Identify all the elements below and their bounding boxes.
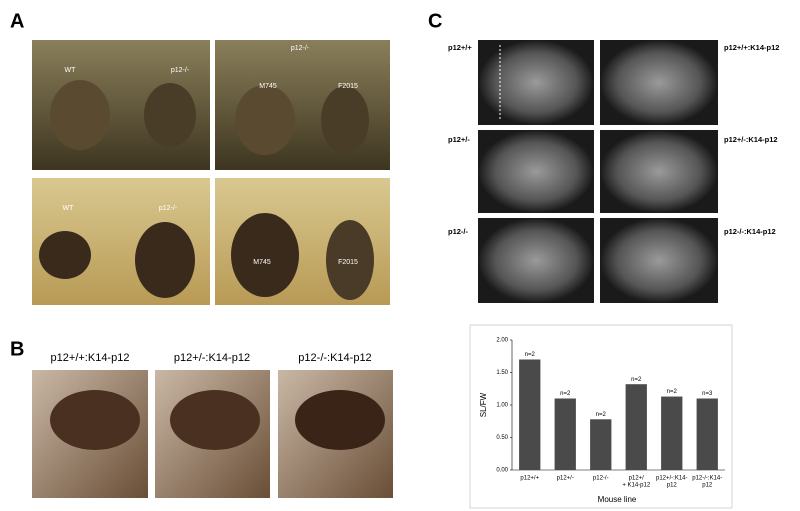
mouse <box>321 86 369 154</box>
x-tick-label: p12+/+ <box>520 476 539 482</box>
n-label: n=2 <box>525 352 536 358</box>
xray-label: p12-/-:K14-p12 <box>724 227 776 236</box>
xray <box>478 40 594 125</box>
photo-label: p12-/- <box>171 67 190 74</box>
xray-label: p12+/+ <box>448 43 472 52</box>
n-label: n=2 <box>560 391 571 397</box>
n-label: n=2 <box>596 412 607 418</box>
x-tick-label: p12-/- <box>593 476 609 482</box>
photo-caption: p12+/-:K14-p12 <box>174 352 250 364</box>
panel-label: C <box>428 10 442 32</box>
bar <box>519 359 541 470</box>
photo-label: WT <box>63 205 75 212</box>
bar <box>554 398 576 470</box>
xray-label: p12+/+:K14-p12 <box>724 43 779 52</box>
bar <box>625 384 647 470</box>
photo-label: p12-/- <box>159 205 178 212</box>
panel-label: B <box>10 338 24 360</box>
photo-label: WT <box>65 67 77 74</box>
y-tick-label: 0.00 <box>496 468 508 474</box>
panel-label: A <box>10 10 24 32</box>
n-label: n=2 <box>631 377 642 383</box>
x-tick-label: p12+/-:K14- <box>656 476 688 482</box>
xray-grid <box>478 40 718 303</box>
photo-label: M745 <box>253 259 271 266</box>
photo-caption: p12+/+:K14-p12 <box>51 352 130 364</box>
xray-label: p12+/-:K14-p12 <box>724 135 778 144</box>
xray <box>600 130 718 213</box>
y-tick-label: 1.50 <box>496 370 508 376</box>
xray-label: p12-/- <box>448 227 469 236</box>
mouse <box>50 80 110 150</box>
mouse <box>231 213 299 297</box>
photo-label: M745 <box>259 83 277 90</box>
bar <box>661 396 683 470</box>
xray <box>478 130 594 213</box>
x-axis-title: Mouse line <box>598 495 637 504</box>
xray <box>600 218 718 303</box>
mouse <box>50 390 140 450</box>
mouse <box>326 220 374 300</box>
chart-frame <box>469 324 733 509</box>
photo-caption: p12-/-:K14-p12 <box>298 352 371 364</box>
x-tick-label: p12-/-:K14- <box>692 476 722 482</box>
x-tick-label: p12+/ <box>629 476 645 482</box>
x-tick-label: p12+/- <box>557 476 574 482</box>
x-tick-label: p12 <box>667 483 678 489</box>
bar <box>696 398 718 470</box>
mouse <box>39 231 91 279</box>
bar <box>590 419 612 470</box>
x-tick-label: + K14-p12 <box>622 483 651 489</box>
x-tick-label: p12 <box>702 483 713 489</box>
n-label: n=2 <box>667 389 678 395</box>
y-tick-label: 0.50 <box>496 435 508 441</box>
n-label: n=3 <box>702 391 713 397</box>
xray-label: p12+/- <box>448 135 470 144</box>
photo-label: F2015 <box>338 259 358 266</box>
y-axis-title: SL/FW <box>479 392 488 417</box>
xray <box>600 40 718 125</box>
y-tick-label: 2.00 <box>496 338 508 344</box>
mouse <box>144 83 196 147</box>
y-tick-label: 1.00 <box>496 403 508 409</box>
photo-label: p12-/- <box>291 45 310 52</box>
mouse <box>235 85 295 155</box>
mouse <box>135 222 195 298</box>
mouse <box>170 390 260 450</box>
photo-label: F2015 <box>338 83 358 90</box>
mouse <box>295 390 385 450</box>
xray <box>478 218 594 303</box>
